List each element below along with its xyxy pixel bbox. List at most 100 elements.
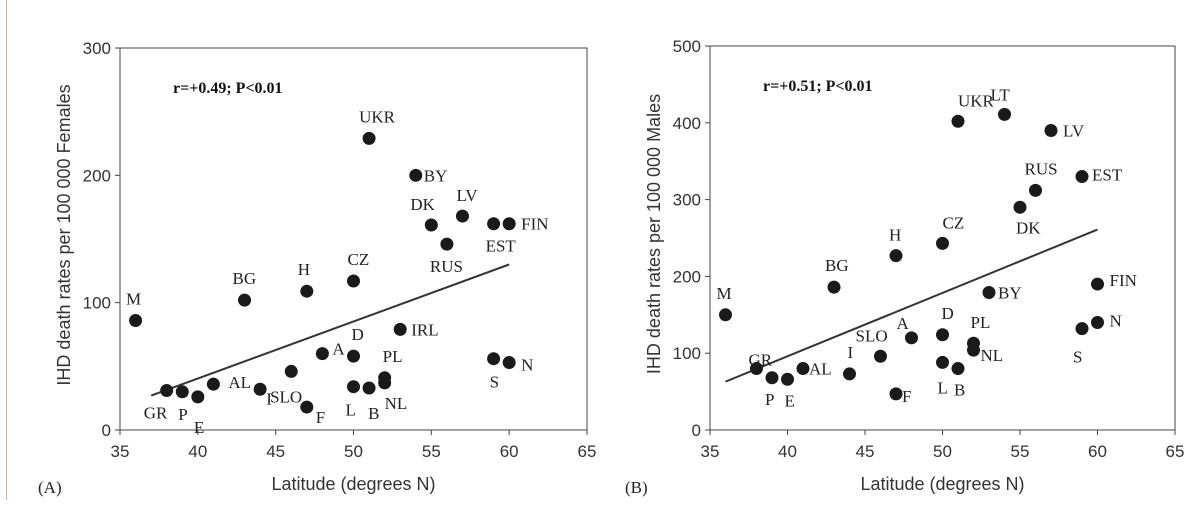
data-point xyxy=(951,114,965,128)
point-label: FIN xyxy=(521,215,548,234)
point-label: E xyxy=(194,418,204,437)
data-point xyxy=(750,362,763,376)
data-point xyxy=(843,367,856,381)
point-label: DK xyxy=(410,195,435,214)
point-label: H xyxy=(298,260,310,279)
data-point xyxy=(796,362,810,376)
point-label: NL xyxy=(981,346,1004,365)
data-point xyxy=(347,274,360,288)
x-tick-label: 40 xyxy=(188,442,207,461)
point-label: SLO xyxy=(270,387,302,406)
x-tick-label: 55 xyxy=(422,442,441,461)
data-point xyxy=(827,280,841,294)
panel-a: 35 40 45 50 55 60 65 0 100 200 300 Latitude (degree… xyxy=(38,39,596,497)
data-point xyxy=(362,131,376,145)
data-point xyxy=(315,347,329,361)
point-label: A xyxy=(332,340,345,359)
point-label: GR xyxy=(144,404,168,423)
point-label: N xyxy=(1110,311,1122,330)
data-point xyxy=(393,322,407,336)
point-label: AL xyxy=(809,360,832,379)
point-label: P xyxy=(765,390,774,409)
point-label: PL xyxy=(383,347,403,366)
correlation-annotation: r=+0.49; P<0.01 xyxy=(173,80,283,97)
x-tick-label: 35 xyxy=(701,442,720,461)
data-point xyxy=(936,355,949,369)
point-label: LV xyxy=(456,186,478,205)
point-label: GR xyxy=(749,351,773,370)
y-tick-label: 400 xyxy=(673,114,701,133)
point-label: LT xyxy=(991,85,1011,104)
data-point xyxy=(874,349,887,363)
data-point xyxy=(889,249,903,263)
panel-label: (A) xyxy=(38,478,62,497)
data-point xyxy=(175,385,189,399)
y-axis-title: IHD death rates per 100 000 Males xyxy=(644,94,664,374)
data-point xyxy=(936,328,949,342)
data-point xyxy=(347,380,360,394)
x-tick-label: 60 xyxy=(500,442,519,461)
data-point xyxy=(1091,315,1104,329)
point-label: D xyxy=(942,304,954,323)
y-tick-label: 200 xyxy=(673,267,701,286)
point-label: EST xyxy=(1092,166,1123,185)
y-tick-label: 0 xyxy=(102,421,111,440)
x-tick-label: 45 xyxy=(856,442,875,461)
point-label: IRL xyxy=(411,320,438,339)
data-point xyxy=(487,217,501,231)
y-tick-label: 100 xyxy=(673,344,701,363)
data-point xyxy=(1044,123,1058,137)
x-tick-label: 65 xyxy=(1166,442,1185,461)
y-tick-label: 100 xyxy=(83,294,111,313)
x-tick-label: 55 xyxy=(1011,442,1030,461)
data-point xyxy=(129,313,143,327)
point-label: LV xyxy=(1063,121,1085,140)
data-point xyxy=(998,107,1011,121)
data-point xyxy=(424,218,438,232)
x-tick-label: 50 xyxy=(933,442,952,461)
point-label: AL xyxy=(228,373,251,392)
data-point xyxy=(1013,200,1027,214)
point-label: BG xyxy=(825,256,849,275)
y-tick-label: 300 xyxy=(673,191,701,210)
x-tick-label: 65 xyxy=(578,442,597,461)
point-label: I xyxy=(266,389,272,408)
point-label: SLO xyxy=(856,326,888,345)
y-axis-title: IHD death rates per 100 000 Females xyxy=(54,84,74,385)
data-point xyxy=(440,237,454,251)
data-point xyxy=(300,400,314,414)
point-label: RUS xyxy=(1025,159,1058,178)
point-label: P xyxy=(178,405,187,424)
x-axis-title: Latitude (degrees N) xyxy=(271,474,435,494)
data-point xyxy=(347,349,360,363)
data-point xyxy=(284,364,298,378)
data-point xyxy=(378,376,392,390)
data-point xyxy=(967,343,980,357)
point-label: BY xyxy=(998,284,1022,303)
data-point xyxy=(502,217,516,231)
data-point xyxy=(951,362,965,376)
point-label: M xyxy=(717,284,732,303)
point-label: M xyxy=(126,289,141,308)
point-label: CZ xyxy=(943,213,965,232)
x-axis-title: Latitude (degrees N) xyxy=(860,474,1024,494)
point-label: E xyxy=(785,391,795,410)
point-label: S xyxy=(490,373,499,392)
point-label: CZ xyxy=(348,250,370,269)
data-point xyxy=(455,209,469,223)
panel-label: (B) xyxy=(625,478,648,497)
data-point xyxy=(502,356,516,370)
data-point xyxy=(409,168,423,182)
point-label: S xyxy=(1073,348,1082,367)
regression-line xyxy=(725,228,1098,383)
point-label: BG xyxy=(233,269,257,288)
y-tick-label: 500 xyxy=(673,37,701,56)
x-tick-label: 40 xyxy=(778,442,797,461)
point-label: BY xyxy=(424,166,448,185)
data-point xyxy=(300,284,314,298)
data-point xyxy=(765,371,779,385)
data-point xyxy=(719,308,732,322)
y-tick-label: 200 xyxy=(83,166,111,185)
data-point xyxy=(362,381,376,395)
